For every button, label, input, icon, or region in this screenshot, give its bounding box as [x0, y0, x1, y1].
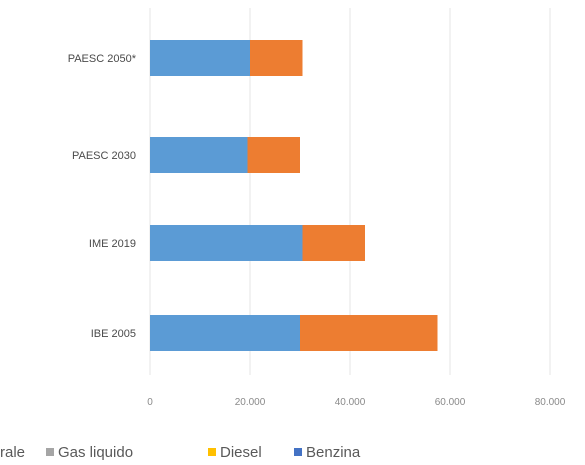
bar-benzina-3: [150, 225, 303, 261]
x-tick-label: 60.000: [435, 397, 466, 408]
bar-benzina-1: [150, 40, 250, 76]
legend-swatch: [208, 448, 216, 456]
x-tick-label: 0: [147, 397, 153, 408]
legend-label: Diesel: [220, 444, 262, 461]
x-tick-label: 40.000: [335, 397, 366, 408]
bar-diesel-2: [247, 137, 300, 173]
bar-diesel-3: [302, 225, 365, 261]
legend-swatch: [294, 448, 302, 456]
legend: rale Gas liquido Diesel Benzina: [0, 444, 361, 461]
category-label: IME 2019: [89, 238, 136, 250]
x-tick-label: 80.000: [535, 397, 566, 408]
x-axis-tick-labels: 0 20.000 40.000 60.000 80.000: [147, 397, 566, 408]
bar-benzina-2: [150, 137, 248, 173]
legend-label: Gas liquido: [58, 444, 133, 461]
category-label: IBE 2005: [91, 328, 136, 340]
bar-diesel-4: [300, 315, 438, 351]
category-label: PAESC 2030: [72, 150, 136, 162]
category-labels: PAESC 2050* PAESC 2030 IME 2019 IBE 2005: [68, 53, 137, 340]
bar-benzina-4: [150, 315, 300, 351]
legend-swatch: [46, 448, 54, 456]
x-tick-label: 20.000: [235, 397, 266, 408]
category-label: PAESC 2050*: [68, 53, 137, 65]
legend-label: Benzina: [306, 444, 361, 461]
legend-label: rale: [0, 444, 25, 461]
bars: [150, 40, 438, 351]
bar-diesel-1: [250, 40, 303, 76]
